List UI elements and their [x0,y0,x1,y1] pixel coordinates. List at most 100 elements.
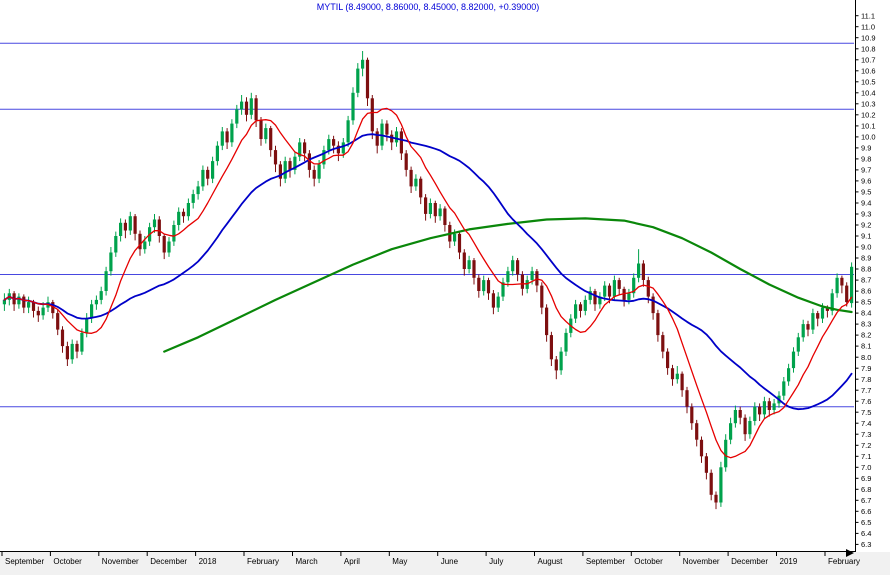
candle-body [351,92,355,121]
candle-body [840,277,844,286]
candle-body [830,293,834,311]
x-axis-label: May [392,557,407,566]
candle-body [31,302,36,311]
candle-body [520,274,524,289]
candle-body [230,123,234,143]
candle-body [172,225,176,242]
candle-body [743,417,747,435]
candle-body [336,145,340,154]
candle-body [598,296,602,305]
y-axis-label: 7.5 [861,408,871,417]
x-axis-label: 2018 [199,557,217,566]
y-axis-labels: 6.3 6.4 6.5 6.6 6.7 6.8 6.9 7.0 7.1 7.2 7.3 7.4 7.5 7… [855,11,876,549]
x-axis-label: November [102,557,139,566]
x-axis-label: July [489,557,503,566]
y-axis-label: 7.8 [861,375,871,384]
candle-body [811,313,815,330]
candle-body [438,208,442,217]
candle-body [559,351,563,371]
candle-body [215,145,219,162]
y-axis-label: 8.2 [861,331,871,340]
candle-body [472,260,476,278]
y-axis-label: 6.5 [861,518,871,527]
x-axis-label: March [296,557,318,566]
candle-body [138,233,142,250]
candle-body [486,280,491,294]
x-axis-label: November [683,557,720,566]
candle-body [612,280,616,297]
candle-body [578,304,583,311]
candle-body [244,101,249,115]
y-axis-label: 10.0 [861,133,876,142]
candle-body [181,211,186,217]
y-axis-label: 9.9 [861,144,871,153]
candle-body [782,381,786,396]
x-axis-label: 2019 [780,557,798,566]
candle-body [278,164,282,179]
candle-body [211,161,215,179]
y-axis-label: 9.8 [861,155,871,164]
candle-body [482,280,486,292]
candle-body [801,324,805,338]
y-axis-label: 10.4 [861,88,876,97]
y-axis-label: 10.3 [861,99,876,108]
y-axis-label: 9.0 [861,243,871,252]
y-axis-label: 9.3 [861,210,871,219]
y-axis-label: 8.8 [861,265,871,274]
candle-body [327,139,331,151]
candle-body [167,241,171,253]
candle-body [264,128,268,140]
candle-body [109,252,113,272]
candle-body [704,456,708,473]
x-axis-labels: September October November December 2018 Febr… [1,551,860,566]
candle-body [177,211,181,225]
y-axis-label: 10.7 [861,55,876,64]
candle-body [293,156,297,170]
candle-body [564,332,568,352]
y-axis-label: 6.4 [861,529,871,538]
candle-body [152,219,157,228]
candle-body [477,277,481,291]
y-axis-label: 8.4 [861,309,871,318]
candle-body [157,219,161,236]
x-axis-label: February [828,557,860,566]
x-axis-arrow-icon [846,549,854,557]
y-axis-label: 11.1 [861,11,875,20]
slow-ma-line [163,217,853,353]
candle-body [220,131,224,146]
candle-body [133,216,137,234]
candle-body [603,285,607,297]
fast-ma-line [3,107,853,459]
candle-body [394,131,399,143]
candle-body [545,307,549,336]
y-axis-label: 8.0 [861,353,871,362]
y-axis-label: 6.8 [861,485,871,494]
y-axis-label: 7.2 [861,441,871,450]
candle-body [845,285,849,303]
candle-body [303,142,307,154]
candle-body [22,296,26,308]
candle-body [656,313,660,336]
candle-body [424,197,428,214]
y-axis-label: 7.0 [861,463,871,472]
candle-body [685,390,689,407]
candle-body [457,233,462,253]
candle-body [36,310,40,316]
candle-body [225,131,229,143]
candle-body [298,142,302,157]
candle-body [201,169,205,187]
candle-body [632,277,636,294]
candle-body [27,302,31,308]
y-axis-label: 10.6 [861,66,876,75]
candle-body [806,324,810,330]
y-axis-label: 7.4 [861,419,871,428]
candle-body [269,128,273,151]
y-axis-label: 9.1 [861,232,871,241]
y-axis-label: 7.3 [861,430,871,439]
candle-body [60,329,65,347]
candle-body [516,260,520,275]
candle-body [753,406,757,421]
candle-body [414,178,418,187]
candle-body [748,421,752,435]
